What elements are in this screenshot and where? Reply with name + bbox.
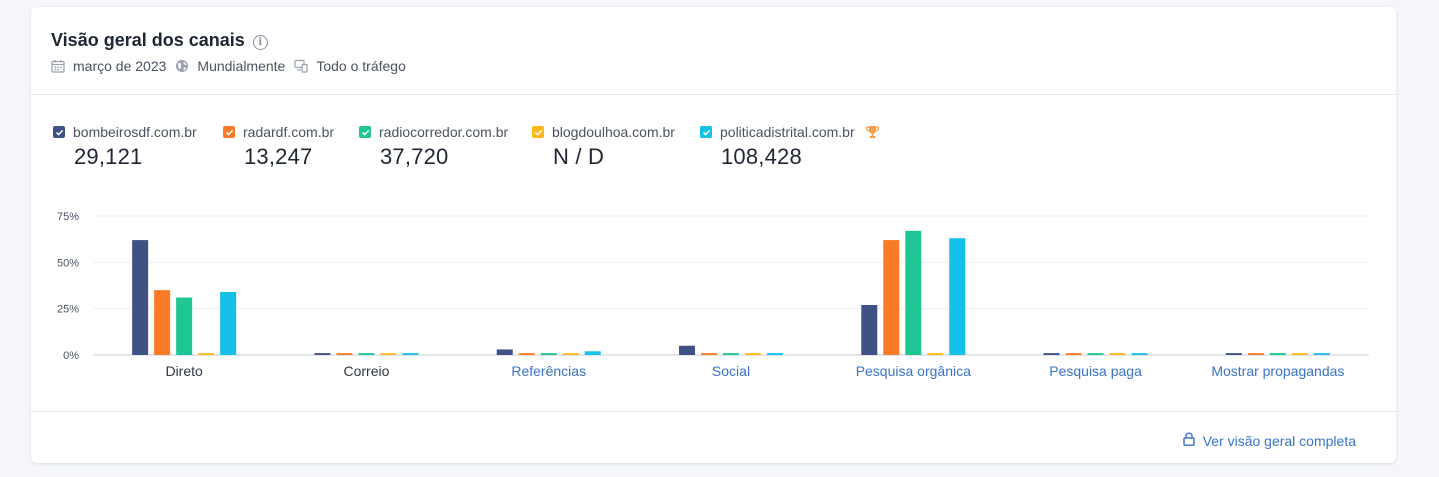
- card-title-row: Visão geral dos canais i: [51, 30, 268, 51]
- legend-domain: radiocorredor.com.br: [379, 124, 509, 140]
- x-tick-label: Pesquisa paga: [1049, 363, 1142, 379]
- channel-bar-chart: 0% 25% 50% 75% Direto Correio Referências Socia…: [31, 202, 1396, 397]
- trophy-icon: [865, 125, 880, 139]
- y-tick-label: 0%: [63, 350, 79, 362]
- bar: [905, 230, 922, 355]
- y-tick-label: 50%: [57, 257, 79, 269]
- bar: [336, 353, 353, 355]
- checkbox-icon[interactable]: [223, 126, 235, 138]
- bar: [518, 353, 535, 355]
- legend-domain: radardf.com.br: [243, 124, 335, 140]
- legend-item[interactable]: politicadistrital.com.br 108,428: [700, 124, 880, 170]
- bar: [745, 353, 761, 355]
- bar: [584, 351, 601, 355]
- checkbox-icon[interactable]: [53, 126, 65, 138]
- legend-item[interactable]: bombeirosdf.com.br 29,121: [53, 124, 197, 170]
- bar: [1109, 353, 1126, 355]
- bar: [1131, 353, 1148, 355]
- bar: [540, 353, 557, 355]
- bar: [1065, 353, 1082, 355]
- legend-domain: blogdoulhoa.com.br: [552, 124, 675, 140]
- card-header: Visão geral dos canais i março de 2023 M…: [31, 7, 1396, 95]
- legend-value: 108,428: [721, 144, 802, 169]
- calendar-icon: [51, 59, 65, 73]
- x-tick-label: Referências: [511, 363, 586, 379]
- view-full-overview-label: Ver visão geral completa: [1202, 432, 1356, 449]
- checkbox-icon[interactable]: [532, 126, 544, 138]
- x-tick-label: Social: [712, 363, 750, 379]
- globe-icon: [175, 59, 189, 73]
- bar: [314, 353, 331, 355]
- bar: [1313, 353, 1330, 355]
- bar: [883, 240, 900, 355]
- bar: [132, 240, 149, 355]
- bar: [496, 349, 513, 355]
- info-icon[interactable]: i: [252, 34, 268, 50]
- lock-icon: [1182, 432, 1195, 449]
- bar: [1043, 353, 1060, 355]
- traffic-filter: Todo o tráfego: [294, 58, 406, 74]
- legend-item[interactable]: blogdoulhoa.com.br N / D: [532, 124, 675, 170]
- bar: [154, 290, 171, 355]
- legend-item[interactable]: radardf.com.br 13,247: [223, 124, 334, 170]
- devices-icon: [294, 59, 308, 73]
- bar: [220, 291, 237, 355]
- traffic-label: Todo o tráfego: [316, 58, 406, 74]
- date-filter: março de 2023: [51, 58, 166, 74]
- legend-domain: bombeirosdf.com.br: [73, 124, 197, 140]
- y-tick-label: 75%: [57, 211, 79, 223]
- view-full-overview-link[interactable]: Ver visão geral completa: [1182, 432, 1356, 449]
- bar: [949, 238, 966, 355]
- x-tick-label: Pesquisa orgânica: [856, 363, 971, 379]
- bar: [358, 353, 375, 355]
- bar: [562, 353, 579, 355]
- x-tick-label: Mostrar propagandas: [1211, 363, 1344, 379]
- bar: [701, 353, 717, 355]
- meta-row: março de 2023 Mundialmente Todo o tráfeg…: [51, 58, 415, 74]
- channel-overview-card: Visão geral dos canais i março de 2023 M…: [31, 7, 1396, 463]
- bar: [176, 297, 193, 355]
- card-footer: Ver visão geral completa: [31, 411, 1396, 463]
- bar: [402, 353, 419, 355]
- bar: [380, 353, 397, 355]
- legend-value: 13,247: [244, 144, 313, 169]
- legend-value: N / D: [553, 144, 605, 169]
- bar: [1291, 353, 1308, 355]
- bar: [198, 353, 215, 355]
- checkbox-icon[interactable]: [359, 126, 371, 138]
- bar: [723, 353, 739, 355]
- legend-value: 29,121: [74, 144, 143, 169]
- legend-item[interactable]: radiocorredor.com.br 37,720: [359, 124, 508, 170]
- bar: [679, 345, 695, 355]
- bar: [767, 353, 783, 355]
- y-tick-label: 25%: [57, 304, 79, 316]
- card-title: Visão geral dos canais: [51, 30, 245, 50]
- bar: [861, 304, 878, 355]
- region-filter: Mundialmente: [175, 58, 285, 74]
- bar: [1269, 353, 1286, 355]
- bar: [1247, 353, 1264, 355]
- checkbox-icon[interactable]: [700, 126, 712, 138]
- bar: [927, 353, 944, 355]
- bar: [1225, 353, 1242, 355]
- region-label: Mundialmente: [197, 58, 286, 74]
- date-label: março de 2023: [73, 58, 167, 74]
- bar: [1087, 353, 1104, 355]
- x-tick-label: Correio: [343, 363, 389, 379]
- x-tick-label: Direto: [165, 363, 203, 379]
- legend-value: 37,720: [380, 144, 449, 169]
- chart-svg: 0% 25% 50% 75% Direto Correio Referências Socia…: [57, 211, 1369, 379]
- legend-domain: politicadistrital.com.br: [720, 124, 855, 140]
